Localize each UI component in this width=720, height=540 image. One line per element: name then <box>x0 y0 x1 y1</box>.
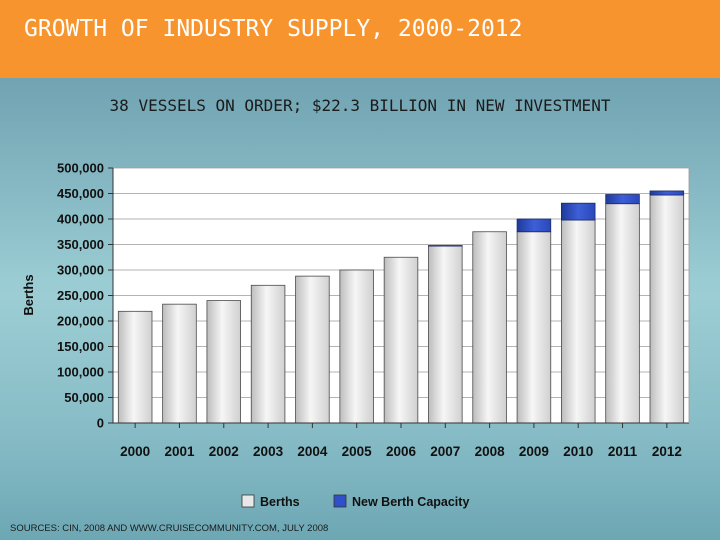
y-tick-label: 400,000 <box>57 212 104 227</box>
header-bar: GROWTH OF INDUSTRY SUPPLY, 2000-2012 <box>0 0 720 78</box>
bar-berths <box>250 284 286 424</box>
x-tick-label: 2012 <box>652 444 682 459</box>
x-tick-label: 2000 <box>120 444 150 459</box>
y-tick-label: 350,000 <box>57 237 104 252</box>
y-axis-label: Berths <box>21 274 36 315</box>
y-tick-label: 200,000 <box>57 314 104 329</box>
y-tick-label: 500,000 <box>57 161 104 176</box>
legend-label: New Berth Capacity <box>352 495 469 509</box>
bar-berths <box>117 310 153 424</box>
x-tick-label: 2001 <box>164 444 195 459</box>
bar-new-capacity <box>560 202 596 221</box>
bar-new-capacity <box>428 245 463 247</box>
y-tick-label: 150,000 <box>57 339 104 354</box>
x-tick-label: 2011 <box>608 444 638 459</box>
bar-berths <box>649 194 685 424</box>
bar-berths <box>162 303 197 424</box>
source-note: SOURCES: CIN, 2008 AND WWW.CRUISECOMMUNI… <box>10 523 329 534</box>
y-tick-label: 100,000 <box>57 365 104 380</box>
y-tick-label: 450,000 <box>57 186 104 201</box>
legend-swatch <box>241 494 255 508</box>
bar-new-capacity <box>649 190 685 196</box>
x-tick-label: 2008 <box>475 444 506 459</box>
bar-berths <box>560 219 596 424</box>
bar-berths <box>428 245 463 424</box>
x-tick-label: 2004 <box>297 444 328 459</box>
x-tick-label: 2002 <box>209 444 239 459</box>
bar-new-capacity <box>605 194 640 205</box>
bar-berths <box>516 231 552 424</box>
y-tick-label: 50,000 <box>64 390 104 405</box>
bar-berths <box>339 269 374 424</box>
legend-label: Berths <box>260 495 300 509</box>
y-tick-label: 250,000 <box>57 288 104 303</box>
y-tick-label: 300,000 <box>57 263 104 278</box>
legend: Berths New Berth Capacity <box>241 494 469 509</box>
slide-title: GROWTH OF INDUSTRY SUPPLY, 2000-2012 <box>24 16 523 42</box>
x-tick-label: 2009 <box>519 444 549 459</box>
slide-subtitle: 38 VESSELS ON ORDER; $22.3 BILLION IN NE… <box>109 96 611 115</box>
bar-new-capacity <box>516 218 552 233</box>
bar-berths <box>472 231 507 424</box>
bar-berths <box>295 275 330 424</box>
x-tick-label: 2010 <box>563 444 593 459</box>
bar-berths <box>605 203 640 424</box>
y-tick-label: 0 <box>97 416 104 431</box>
x-tick-label: 2005 <box>342 444 373 459</box>
legend-swatch <box>333 494 347 508</box>
x-tick-label: 2007 <box>430 444 460 459</box>
x-tick-label: 2003 <box>253 444 284 459</box>
x-tick-label: 2006 <box>386 444 417 459</box>
bar-berths <box>383 256 419 424</box>
bar-berths <box>206 300 242 424</box>
